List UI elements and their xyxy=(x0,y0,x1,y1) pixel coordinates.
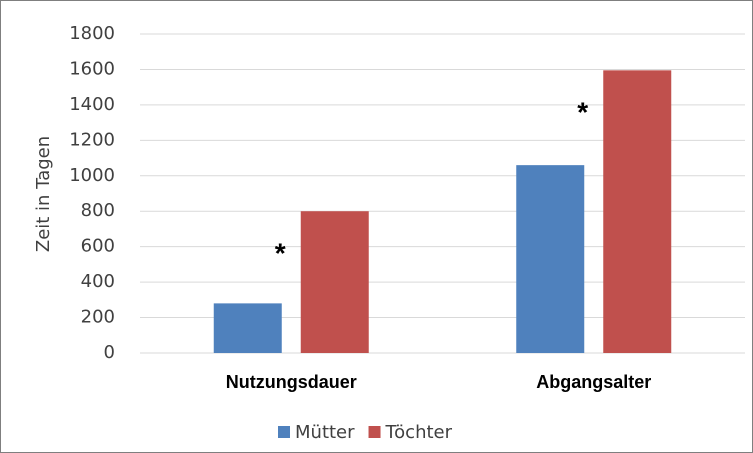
y-tick-label: 200 xyxy=(81,307,115,328)
y-tick-label: 1800 xyxy=(69,23,115,44)
y-tick-label: 400 xyxy=(81,271,115,292)
bar xyxy=(213,303,282,353)
legend-swatch xyxy=(278,426,290,438)
y-tick-label: 1200 xyxy=(69,129,115,150)
x-tick-label: Abgangsalter xyxy=(536,372,651,392)
y-tick-label: 800 xyxy=(81,200,115,221)
y-tick-label: 1000 xyxy=(69,165,115,186)
bar xyxy=(516,165,585,353)
annotation: * xyxy=(577,97,588,128)
x-tick-label: Nutzungsdauer xyxy=(226,372,357,392)
y-tick-label: 600 xyxy=(81,236,115,257)
bar xyxy=(603,70,672,353)
legend-swatch xyxy=(368,426,381,438)
legend-label: Mütter xyxy=(295,422,355,443)
annotation: * xyxy=(275,238,286,269)
bar xyxy=(300,211,369,353)
legend-label: Töchter xyxy=(385,422,453,443)
y-tick-label: 1600 xyxy=(69,58,115,79)
y-axis-label: Zeit in Tagen xyxy=(33,136,54,252)
y-tick-label: 1400 xyxy=(69,94,115,115)
y-tick-label: 0 xyxy=(104,342,115,363)
